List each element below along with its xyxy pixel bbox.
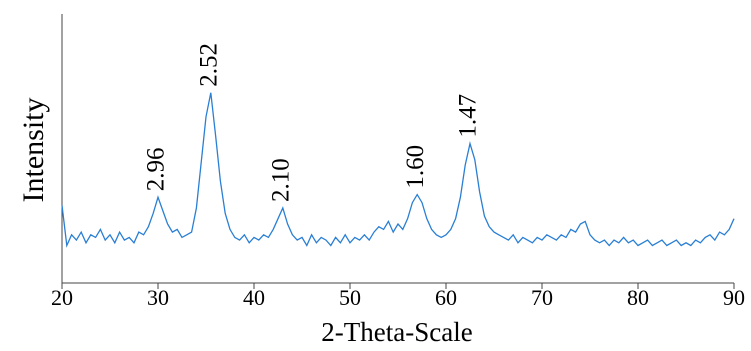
x-tick-label: 60: [435, 285, 457, 310]
x-tick-label: 80: [627, 285, 649, 310]
peak-label: 2.52: [196, 43, 223, 87]
x-tick-label: 70: [531, 285, 553, 310]
x-tick-label: 50: [339, 285, 361, 310]
peak-label: 1.47: [455, 94, 482, 138]
x-tick-label: 40: [243, 285, 265, 310]
x-tick-label: 30: [147, 285, 169, 310]
peak-label: 1.60: [402, 145, 429, 189]
y-axis-label: Intensity: [17, 98, 50, 203]
peak-label: 2.10: [268, 158, 295, 202]
x-axis-label: 2-Theta-Scale: [321, 317, 472, 347]
x-tick-label: 90: [723, 285, 745, 310]
x-tick-label: 20: [51, 285, 73, 310]
data-line: [61, 92, 735, 248]
peak-label: 2.96: [143, 147, 170, 191]
